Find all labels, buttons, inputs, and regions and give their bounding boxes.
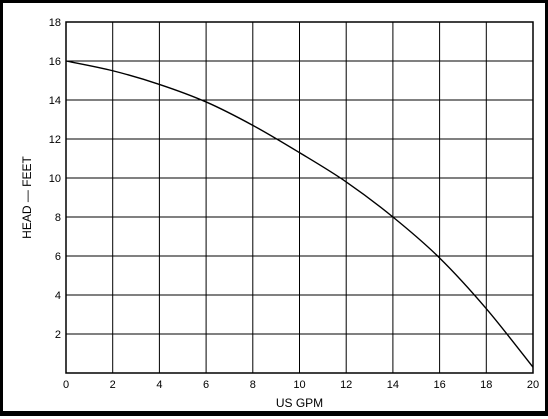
y-tick-label: 4 bbox=[55, 290, 61, 302]
x-tick-label: 12 bbox=[340, 379, 352, 391]
x-axis-tick-labels: 0 2 4 6 8 10 12 14 16 18 20 bbox=[63, 379, 539, 391]
y-tick-label: 12 bbox=[49, 134, 61, 146]
y-axis-title: HEAD — FEET bbox=[20, 155, 34, 238]
x-tick-label: 8 bbox=[250, 379, 256, 391]
grid-lines bbox=[66, 22, 533, 373]
head-flow-curve bbox=[65, 60, 534, 368]
y-tick-label: 10 bbox=[49, 173, 61, 185]
y-axis-tick-labels: 2 4 6 8 10 12 14 16 18 bbox=[49, 17, 61, 341]
y-tick-label: 2 bbox=[55, 329, 61, 341]
y-tick-label: 14 bbox=[49, 95, 61, 107]
x-tick-label: 10 bbox=[293, 379, 305, 391]
x-tick-label: 2 bbox=[110, 379, 116, 391]
y-tick-label: 8 bbox=[55, 212, 61, 224]
y-tick-label: 18 bbox=[49, 17, 61, 29]
x-tick-label: 0 bbox=[63, 379, 69, 391]
x-tick-label: 16 bbox=[433, 379, 445, 391]
x-tick-label: 20 bbox=[527, 379, 539, 391]
y-tick-label: 6 bbox=[55, 251, 61, 263]
y-tick-label: 16 bbox=[49, 56, 61, 68]
x-tick-label: 6 bbox=[203, 379, 209, 391]
plot-area-border bbox=[65, 21, 534, 374]
x-axis-title: US GPM bbox=[276, 396, 323, 410]
x-tick-label: 14 bbox=[387, 379, 399, 391]
x-tick-label: 18 bbox=[480, 379, 492, 391]
x-tick-label: 4 bbox=[156, 379, 162, 391]
